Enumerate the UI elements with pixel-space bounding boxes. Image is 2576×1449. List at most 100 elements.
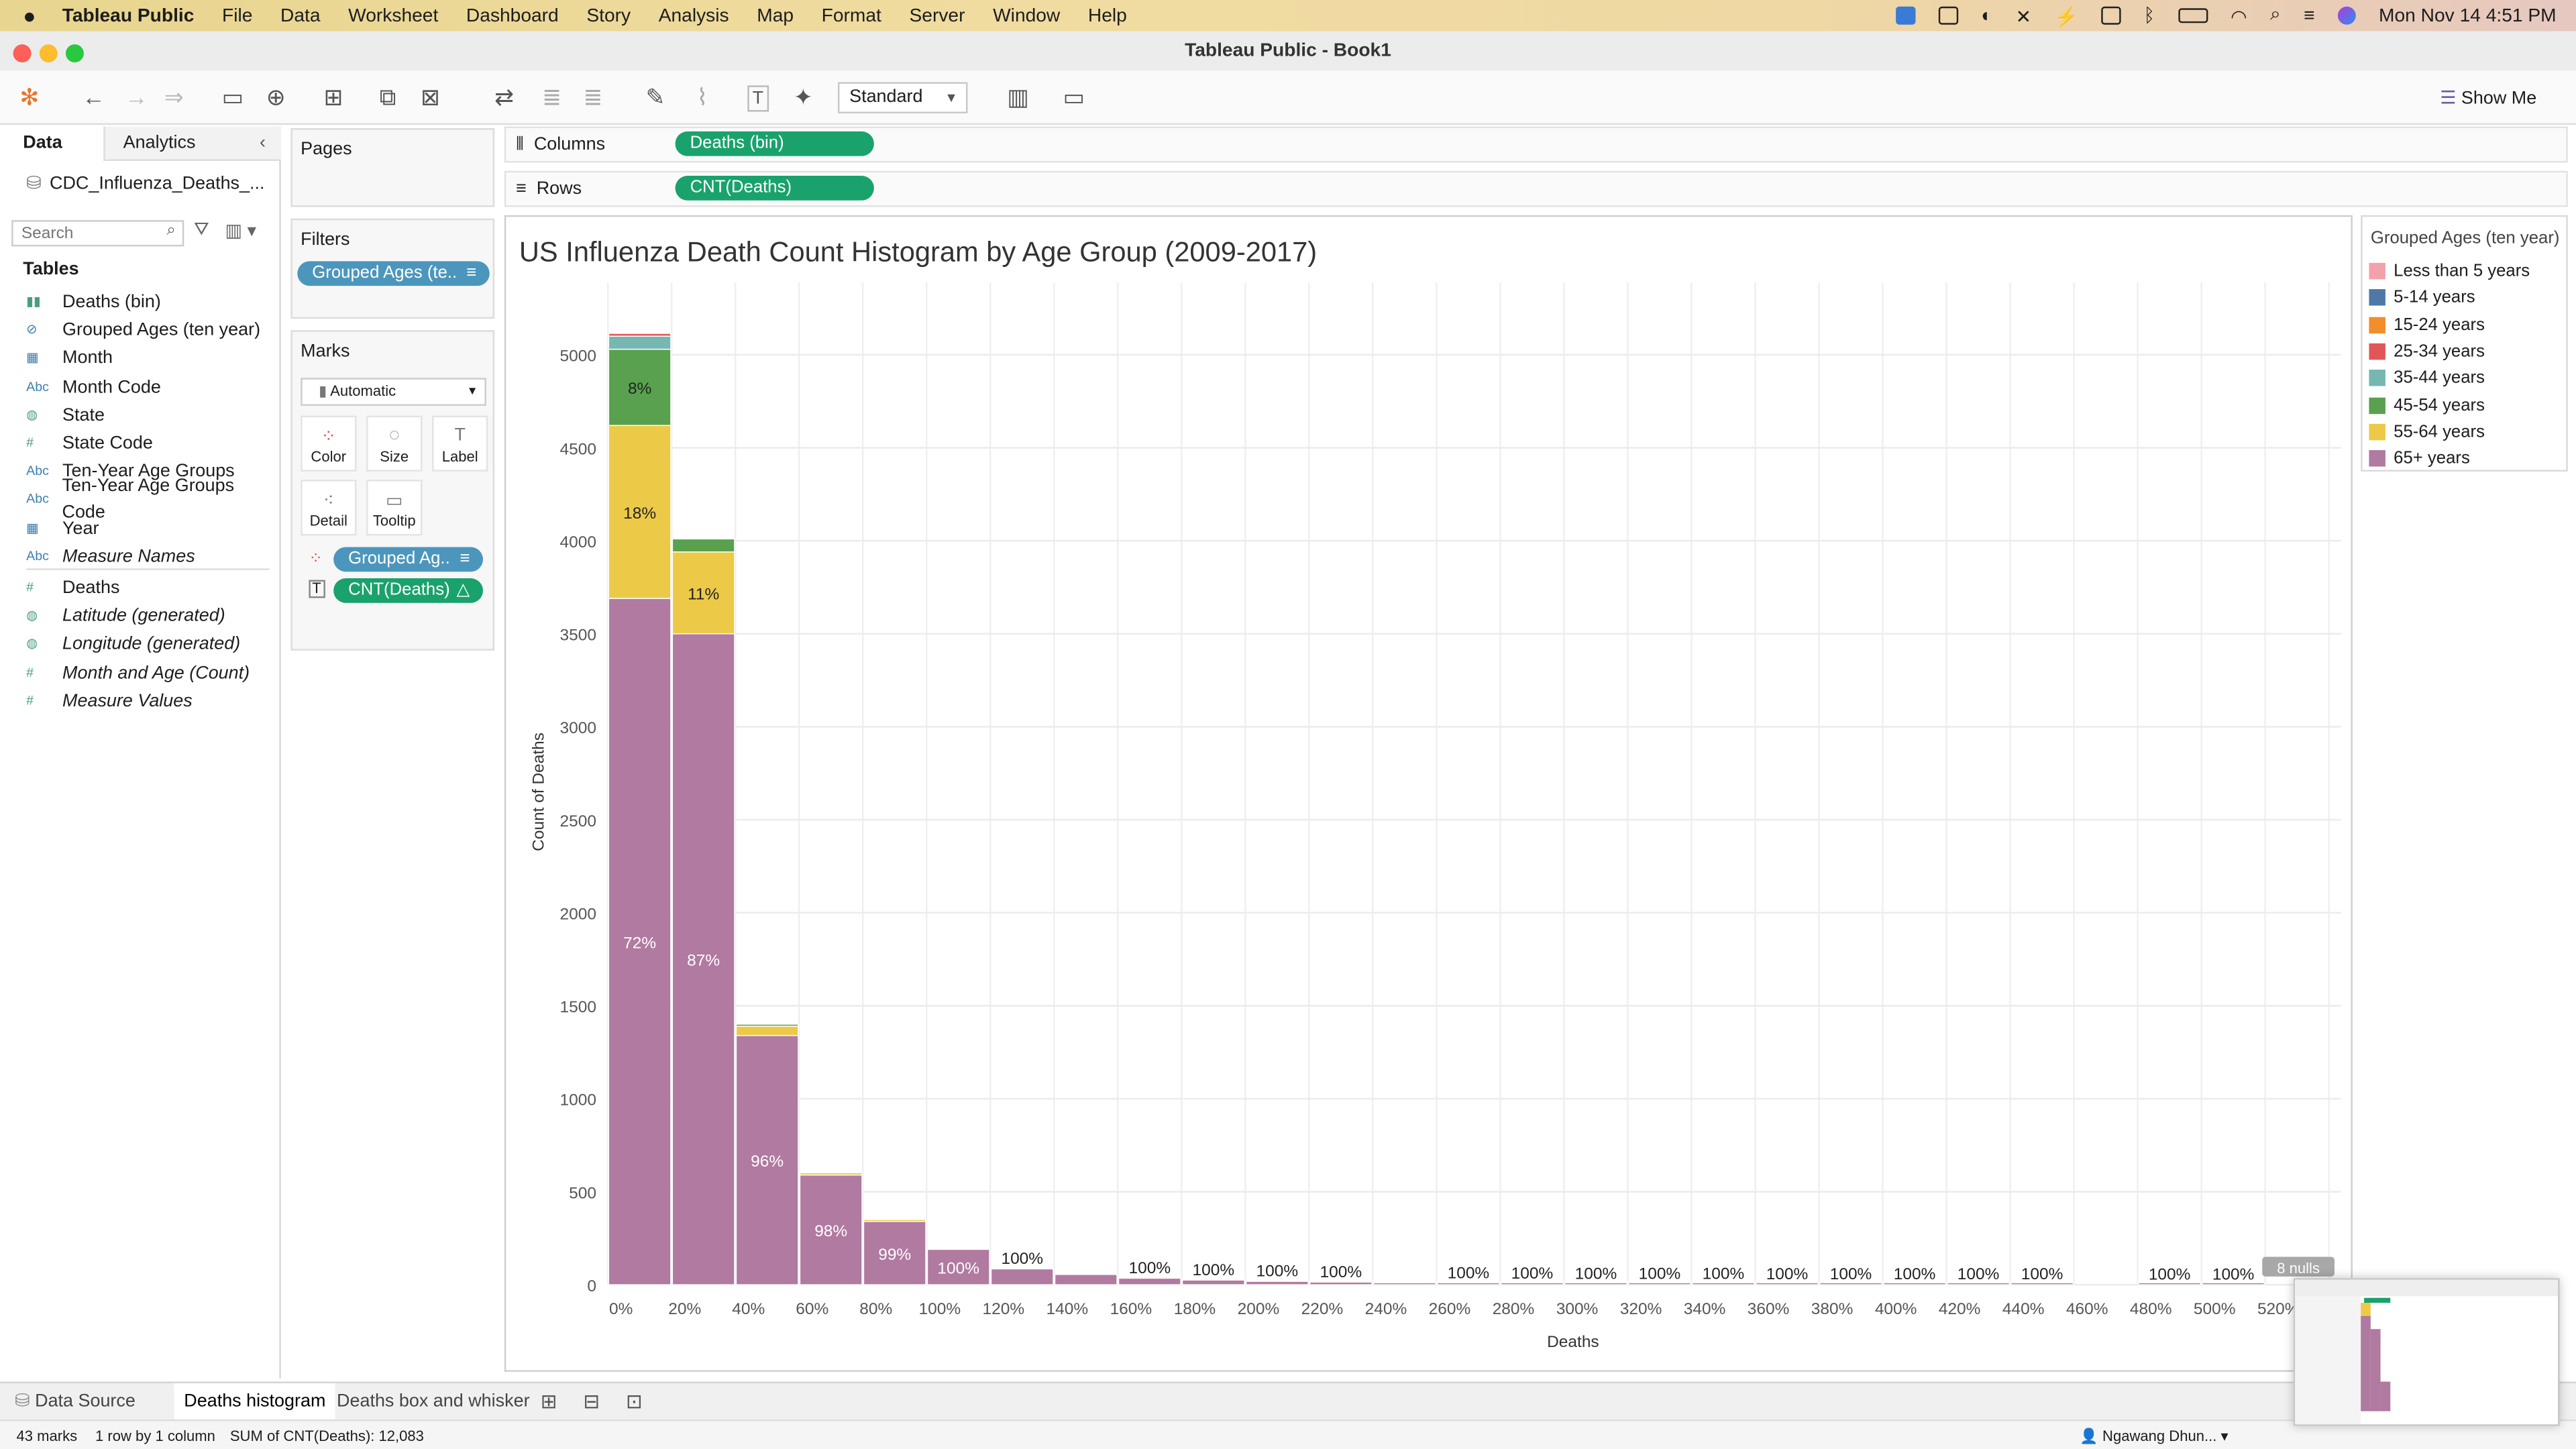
undo-icon[interactable]: ← bbox=[82, 83, 105, 111]
menu-dashboard[interactable]: Dashboard bbox=[466, 5, 559, 25]
bar-segment[interactable] bbox=[1627, 1282, 1691, 1285]
fix-axes-icon[interactable]: ✦ bbox=[793, 83, 813, 111]
color-legend[interactable]: Grouped Ages (ten year) Less than 5 year… bbox=[2361, 215, 2568, 472]
bar-segment[interactable] bbox=[1947, 1282, 2010, 1285]
filter-pill[interactable]: Grouped Ages (te.. ≡ bbox=[297, 261, 490, 286]
bar-segment[interactable] bbox=[1118, 1277, 1181, 1285]
mute-icon[interactable]: ✕ bbox=[2015, 7, 2032, 28]
menu-analysis[interactable]: Analysis bbox=[658, 5, 729, 25]
new-story-icon[interactable]: ⊡ bbox=[626, 1389, 643, 1413]
mark-type-select[interactable]: ▮ Automatic ▼ bbox=[301, 378, 486, 406]
bar-segment[interactable] bbox=[799, 1172, 863, 1176]
rows-pill[interactable]: CNT(Deaths) bbox=[675, 176, 874, 201]
tab-deaths-box-whisker[interactable]: Deaths box and whisker bbox=[337, 1391, 530, 1411]
user-menu[interactable]: 👤 Ngawang Dhun... ▾ bbox=[2080, 1428, 2229, 1444]
field-item[interactable]: # Deaths bbox=[26, 575, 119, 601]
bar-segment[interactable] bbox=[608, 348, 672, 426]
view-toggle-icon[interactable]: ▥ ▾ bbox=[225, 221, 257, 242]
show-me-button[interactable]: ☰ Show Me bbox=[2440, 89, 2537, 109]
duplicate-sheet-icon[interactable]: ⧉ bbox=[379, 83, 396, 111]
bar-segment[interactable] bbox=[926, 1248, 990, 1285]
bar-segment[interactable] bbox=[1883, 1282, 1947, 1285]
detail-button[interactable]: ⁖ Detail bbox=[301, 480, 357, 536]
legend-item[interactable]: 15-24 years bbox=[2369, 315, 2485, 335]
bolt-icon[interactable]: ⚡ bbox=[2054, 7, 2078, 28]
replay-icon[interactable]: ⇒ bbox=[164, 83, 184, 111]
bar-segment[interactable] bbox=[1500, 1282, 1564, 1285]
swap-axes-icon[interactable]: ⇄ bbox=[494, 83, 514, 111]
legend-item[interactable]: 25-34 years bbox=[2369, 341, 2485, 362]
tableau-logo-icon[interactable]: ✻ bbox=[19, 83, 40, 111]
columns-pill[interactable]: Deaths (bin) bbox=[675, 131, 874, 156]
bar-segment[interactable] bbox=[1691, 1282, 1756, 1285]
search-input[interactable] bbox=[13, 221, 153, 245]
color-button[interactable]: ⁘ Color bbox=[301, 415, 357, 472]
close-window-button[interactable] bbox=[13, 44, 32, 63]
bar-segment[interactable] bbox=[1436, 1282, 1500, 1285]
menu-format[interactable]: Format bbox=[821, 5, 881, 25]
histogram-chart[interactable]: US Influenza Death Count Histogram by Ag… bbox=[506, 217, 2351, 1370]
clear-sheet-icon[interactable]: ⊠ bbox=[420, 83, 440, 111]
label-button[interactable]: T Label bbox=[432, 415, 488, 472]
control-center-icon[interactable]: ≡ bbox=[2304, 5, 2315, 25]
bluetooth-icon[interactable]: ᛒ bbox=[2143, 5, 2155, 25]
marks-card[interactable]: Marks ▮ Automatic ▼ ⁘ Color ◌ Size T Label … bbox=[290, 330, 495, 651]
save-icon[interactable]: ▭ bbox=[221, 83, 244, 111]
field-item[interactable]: Abc Ten-Year Age Groups bbox=[26, 459, 234, 485]
filter-icon[interactable]: ⛛ bbox=[193, 220, 209, 240]
legend-item[interactable]: 65+ years bbox=[2369, 449, 2470, 468]
tab-analytics[interactable]: Analytics bbox=[103, 126, 281, 162]
bar-segment[interactable] bbox=[1054, 1274, 1118, 1285]
highlight-icon[interactable]: ✎ bbox=[645, 83, 665, 111]
bar-segment[interactable] bbox=[1564, 1282, 1627, 1285]
field-item[interactable]: # Measure Values bbox=[26, 688, 193, 714]
menu-app-name[interactable]: Tableau Public bbox=[62, 5, 195, 25]
legend-item[interactable]: 45-54 years bbox=[2369, 395, 2485, 415]
fit-select[interactable]: Standard ▼ bbox=[837, 82, 968, 113]
datasource-row[interactable]: ⛁ CDC_Influenza_Deaths_... bbox=[26, 172, 264, 194]
collapse-pane-icon[interactable]: ‹ bbox=[259, 133, 266, 153]
apple-icon[interactable]: ● bbox=[23, 3, 36, 28]
bar-segment[interactable] bbox=[990, 1268, 1054, 1285]
bar-segment[interactable] bbox=[735, 1024, 799, 1027]
bar-segment[interactable] bbox=[1755, 1282, 1819, 1285]
search-box[interactable]: ⌕ bbox=[11, 220, 184, 247]
field-item[interactable]: Abc Month Code bbox=[26, 374, 161, 400]
bar-segment[interactable] bbox=[608, 425, 672, 599]
zoom-window-button[interactable] bbox=[65, 44, 84, 63]
menu-help[interactable]: Help bbox=[1087, 5, 1127, 25]
field-item[interactable]: ⊘ Grouped Ages (ten year) bbox=[26, 317, 260, 343]
bar-segment[interactable] bbox=[672, 538, 735, 553]
show-labels-icon[interactable]: T bbox=[747, 85, 769, 112]
clock[interactable]: Mon Nov 14 4:51 PM bbox=[2379, 5, 2557, 25]
legend-item[interactable]: 5-14 years bbox=[2369, 288, 2475, 308]
menu-story[interactable]: Story bbox=[586, 5, 631, 25]
pages-card[interactable]: Pages bbox=[290, 128, 495, 207]
data-source-tab[interactable]: ⛁ Data Source bbox=[15, 1391, 136, 1411]
new-datasource-icon[interactable]: ⊕ bbox=[266, 83, 286, 111]
bar-segment[interactable] bbox=[735, 1025, 799, 1036]
field-item[interactable]: ▮▮ Deaths (bin) bbox=[26, 289, 161, 315]
screens-icon[interactable] bbox=[2100, 6, 2121, 25]
bar-segment[interactable] bbox=[735, 1034, 799, 1285]
filters-card[interactable]: Filters Grouped Ages (te.. ≡ bbox=[290, 218, 495, 319]
siri-icon[interactable] bbox=[2337, 6, 2356, 25]
size-button[interactable]: ◌ Size bbox=[366, 415, 423, 472]
bar-segment[interactable] bbox=[2010, 1282, 2074, 1285]
bar-segment[interactable] bbox=[2202, 1282, 2265, 1285]
search-icon[interactable]: ⌕ bbox=[2269, 5, 2281, 25]
field-item[interactable]: # Month and Age (Count) bbox=[26, 659, 250, 686]
minimize-window-button[interactable] bbox=[39, 44, 58, 63]
wifi-icon[interactable]: ◠ bbox=[2231, 7, 2247, 28]
bar-segment[interactable] bbox=[608, 333, 672, 337]
menu-data[interactable]: Data bbox=[280, 5, 321, 25]
tab-deaths-histogram[interactable]: Deaths histogram bbox=[174, 1383, 336, 1421]
bar-segment[interactable] bbox=[1181, 1279, 1245, 1285]
sort-ascending-icon[interactable]: ≣ bbox=[542, 83, 561, 111]
columns-shelf[interactable]: ⦀ Columns Deaths (bin) bbox=[504, 126, 2568, 163]
field-item[interactable]: # State Code bbox=[26, 431, 153, 457]
field-item[interactable]: Abc Measure Names bbox=[26, 543, 195, 570]
new-worksheet-icon[interactable]: ⊞ bbox=[323, 83, 343, 111]
layout-icon[interactable] bbox=[1938, 6, 1958, 25]
tooltip-button[interactable]: ▭ Tooltip bbox=[366, 480, 423, 536]
